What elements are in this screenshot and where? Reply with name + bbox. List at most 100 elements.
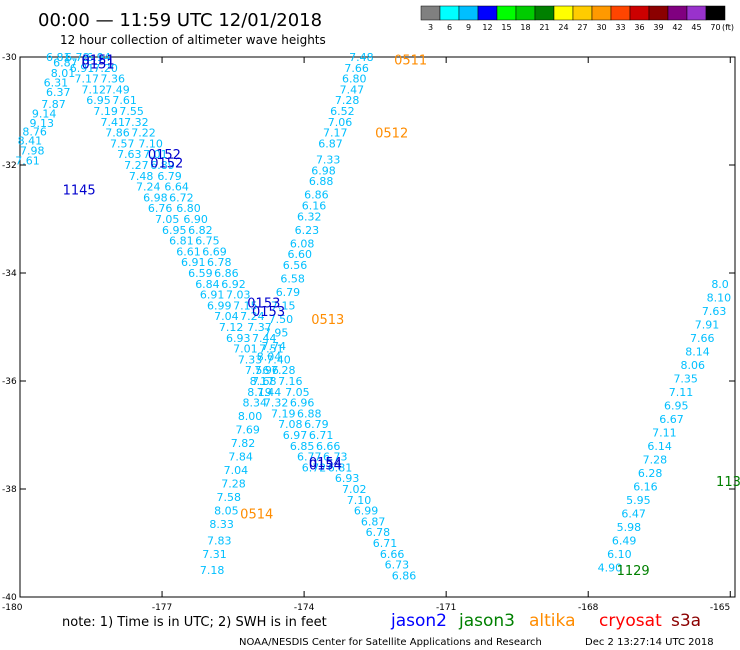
wave-height-value: 6.49 xyxy=(612,534,637,547)
colorbar-label: 36 xyxy=(634,23,644,32)
wave-height-value: 6.60 xyxy=(288,248,313,261)
wave-height-value: 6.90 xyxy=(183,213,208,226)
wave-height-value: 6.91 xyxy=(181,256,206,269)
colorbar-swatch xyxy=(572,5,593,21)
map-title: 00:00 — 11:59 UTC 12/01/2018 xyxy=(38,10,322,31)
wave-height-value: 7.68 xyxy=(252,375,277,388)
pass-time-label: 0151 xyxy=(82,54,115,69)
wave-height-value: 7.57 xyxy=(110,137,135,150)
colorbar-label: 33 xyxy=(615,23,625,32)
wave-height-value: 7.33 xyxy=(316,154,341,167)
pass-time-label: 0512 xyxy=(375,127,408,142)
wave-height-value: 7.58 xyxy=(217,491,242,504)
wave-height-value: 6.95 xyxy=(162,224,187,237)
y-tick-label: -34 xyxy=(2,269,17,279)
colorbar-swatch xyxy=(686,5,707,21)
colorbar-swatch xyxy=(458,5,479,21)
pass-time-labels: 0151015101520152114501530153015401540511… xyxy=(63,54,740,579)
wave-height-value: 7.50 xyxy=(269,313,294,326)
colorbar-label: 70 xyxy=(710,23,720,32)
wave-height-value: 6.93 xyxy=(226,332,251,345)
pass-time-label: 0154 xyxy=(309,459,342,474)
pass-time-label: 1145 xyxy=(63,183,96,198)
colorbar-label: 9 xyxy=(466,23,471,32)
wave-height-value: 7.15 xyxy=(271,299,296,312)
wave-height-value: 7.95 xyxy=(264,326,289,339)
wave-height-value: 7.61 xyxy=(15,155,40,168)
wave-height-value: 7.66 xyxy=(344,62,369,75)
wave-height-value: 7.87 xyxy=(41,98,66,111)
colorbar-swatch xyxy=(591,5,612,21)
pass-time-label: 0511 xyxy=(394,54,427,69)
wave-height-value: 8.17 xyxy=(250,375,275,388)
wave-height-value: 8.76 xyxy=(22,126,47,139)
wave-height-value: 7.84 xyxy=(228,451,253,464)
wave-height-value: 7.69 xyxy=(235,424,260,437)
wave-height-value: 7.17 xyxy=(74,73,99,86)
wave-height-value: 6.78 xyxy=(65,51,90,64)
colorbar-swatch xyxy=(629,5,650,21)
legend-jason3: jason3 xyxy=(458,611,515,631)
colorbar-label: 15 xyxy=(501,23,511,32)
wave-height-value: 7.11 xyxy=(652,426,677,439)
wave-height-value: 7.44 xyxy=(252,332,277,345)
wave-height-value: 6.23 xyxy=(295,224,320,237)
wave-height-value: 6.87 xyxy=(361,515,386,528)
colorbar-swatch xyxy=(610,5,631,21)
wave-height-value: 7.04 xyxy=(214,310,239,323)
wave-height-value: 6.79 xyxy=(157,170,182,183)
wave-height-value: 8.00 xyxy=(238,410,263,423)
colorbar-label: 42 xyxy=(672,23,682,32)
colorbar-swatch xyxy=(477,5,498,21)
wave-height-value: 7.32 xyxy=(264,397,289,410)
wave-height-value: 6.86 xyxy=(214,267,239,280)
y-tick-label: -30 xyxy=(2,53,17,63)
colorbar-swatch xyxy=(553,5,574,21)
wave-height-value: 7.28 xyxy=(271,364,296,377)
colorbar-label: 39 xyxy=(653,23,663,32)
pass-time-label: 0152 xyxy=(148,148,181,163)
wave-height-value: 6.76 xyxy=(148,202,173,215)
wave-height-value: 7.11 xyxy=(669,386,694,399)
pass-time-label: 1129 xyxy=(617,564,650,579)
wave-height-value: 8.06 xyxy=(681,359,706,372)
wave-height-value: 7.19 xyxy=(93,105,118,118)
legend-cryosat: cryosat xyxy=(599,611,662,631)
x-tick-label: -174 xyxy=(294,603,315,613)
wave-height-value: 6.97 xyxy=(283,429,308,442)
wave-height-value: 7.01 xyxy=(233,343,258,356)
wave-height-value: 6.95 xyxy=(86,94,111,107)
wave-height-value: 6.91 xyxy=(70,62,95,75)
wave-height-value: 7.83 xyxy=(207,534,232,547)
wave-height-value: 8.10 xyxy=(707,291,732,304)
wave-height-value: 6.66 xyxy=(316,440,341,453)
colorbar-label: 30 xyxy=(596,23,606,32)
pass-time-label: 0151 xyxy=(82,57,115,72)
axis-ticks: -30 -32 -34 -36 -38 -40-180 -177 -174 -171 -168 -1… xyxy=(2,53,735,613)
wave-height-value: 6.86 xyxy=(304,189,329,202)
y-tick-label: -40 xyxy=(2,593,17,603)
wave-height-value: 6.28 xyxy=(638,467,663,480)
wave-height-value: 6.86 xyxy=(392,569,417,582)
colorbar-swatch xyxy=(420,5,441,21)
colorbar-label: 45 xyxy=(691,23,701,32)
legend-s3a: s3a xyxy=(671,611,701,631)
y-tick-label: -32 xyxy=(2,161,17,171)
wave-height-value: 7.20 xyxy=(93,62,118,75)
wave-height-value: 6.14 xyxy=(647,440,672,453)
satellite-legend: jason2 jason3 altika cryosat s3a xyxy=(390,611,701,631)
wave-height-value: 7.17 xyxy=(323,127,348,140)
wave-height-value: 6.88 xyxy=(297,407,322,420)
wave-height-value: 7.48 xyxy=(129,170,154,183)
wave-height-value: 7.12 xyxy=(219,321,244,334)
colorbar-label: 12 xyxy=(482,23,492,32)
wave-height-value: 8.04 xyxy=(257,351,282,364)
wave-height-value: 6.72 xyxy=(302,461,327,474)
wave-height-value: 6.95 xyxy=(664,399,689,412)
pass-time-label: 0153 xyxy=(247,297,280,312)
pass-time-label: 0154 xyxy=(309,456,342,471)
colorbar-swatch xyxy=(496,5,517,21)
wave-height-value: 6.32 xyxy=(297,210,322,223)
wave-height-value: 8.41 xyxy=(18,135,43,148)
